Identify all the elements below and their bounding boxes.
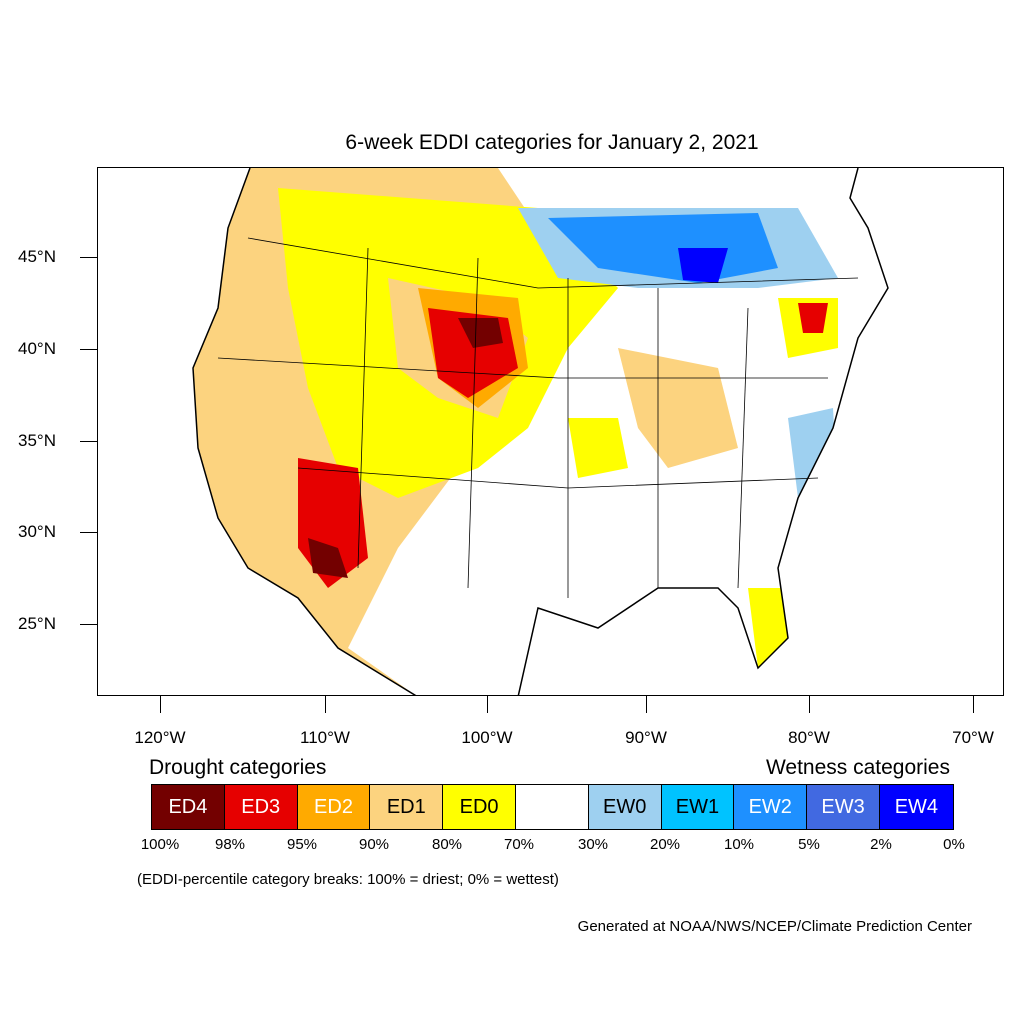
drought-categories-heading: Drought categories bbox=[149, 756, 327, 779]
break-label: 90% bbox=[358, 836, 390, 853]
lat-label-45n: 45°N bbox=[18, 247, 56, 266]
legend-box-ew3: EW3 bbox=[807, 785, 880, 829]
legend-box-ew1: EW1 bbox=[661, 785, 735, 829]
legend-box-neutral bbox=[515, 785, 589, 829]
break-label: 98% bbox=[214, 836, 246, 853]
ed0-region-midwest bbox=[568, 418, 628, 478]
break-label: 30% bbox=[577, 836, 609, 853]
legend-box-ed3: ED3 bbox=[224, 785, 298, 829]
break-label: 80% bbox=[431, 836, 463, 853]
credit-line: Generated at NOAA/NWS/NCEP/Climate Predi… bbox=[577, 918, 972, 935]
lon-label-100w: 100°W bbox=[461, 728, 513, 747]
break-label: 5% bbox=[798, 836, 820, 853]
ed4-region-southwest bbox=[308, 538, 348, 578]
lon-label-70w: 70°W bbox=[952, 728, 994, 747]
lat-label-35n: 35°N bbox=[18, 431, 56, 450]
legend-box-ed4: ED4 bbox=[152, 785, 225, 829]
break-label: 95% bbox=[286, 836, 318, 853]
coastlines bbox=[192, 168, 889, 695]
category-legend-bar: ED4 ED3 ED2 ED1 ED0 EW0 EW1 EW2 EW3 EW4 bbox=[151, 784, 954, 830]
break-label: 70% bbox=[503, 836, 535, 853]
legend-box-ed2: ED2 bbox=[297, 785, 371, 829]
lat-tick bbox=[80, 257, 97, 258]
state-borders bbox=[217, 237, 859, 598]
lon-tick bbox=[973, 696, 974, 713]
lat-label-25n: 25°N bbox=[18, 614, 56, 633]
lon-label-90w: 90°W bbox=[625, 728, 667, 747]
wetness-categories-heading: Wetness categories bbox=[765, 756, 950, 779]
lon-label-80w: 80°W bbox=[788, 728, 830, 747]
ew4-region-north bbox=[678, 248, 728, 283]
legend-box-ew4: EW4 bbox=[879, 785, 953, 829]
legend-box-ed1: ED1 bbox=[370, 785, 444, 829]
lat-tick bbox=[80, 532, 97, 533]
lon-tick bbox=[809, 696, 810, 713]
legend-box-ew2: EW2 bbox=[734, 785, 808, 829]
map-title: 6-week EDDI categories for January 2, 20… bbox=[345, 131, 759, 154]
category-breaks-note: (EDDI-percentile category breaks: 100% =… bbox=[137, 871, 559, 888]
lon-tick bbox=[487, 696, 488, 713]
lon-label-120w: 120°W bbox=[134, 728, 186, 747]
break-label: 0% bbox=[943, 836, 965, 853]
lon-tick bbox=[646, 696, 647, 713]
lon-tick bbox=[325, 696, 326, 713]
lon-tick bbox=[160, 696, 161, 713]
ed3-region-northeast bbox=[798, 303, 828, 333]
break-label: 2% bbox=[870, 836, 892, 853]
map-panel bbox=[97, 167, 1004, 696]
category-shading bbox=[193, 168, 888, 695]
lon-label-110w: 110°W bbox=[300, 728, 350, 747]
lat-label-30n: 30°N bbox=[18, 522, 56, 541]
lat-tick bbox=[80, 624, 97, 625]
lat-tick bbox=[80, 349, 97, 350]
lat-label-40n: 40°N bbox=[18, 339, 56, 358]
lat-tick bbox=[80, 441, 97, 442]
break-label: 20% bbox=[649, 836, 681, 853]
break-label: 10% bbox=[723, 836, 755, 853]
legend-box-ed0: ED0 bbox=[443, 785, 516, 829]
break-label: 100% bbox=[140, 836, 180, 853]
ed4-region-high-plains bbox=[458, 318, 503, 348]
eddi-map bbox=[192, 168, 889, 695]
legend-box-ew0: EW0 bbox=[588, 785, 662, 829]
